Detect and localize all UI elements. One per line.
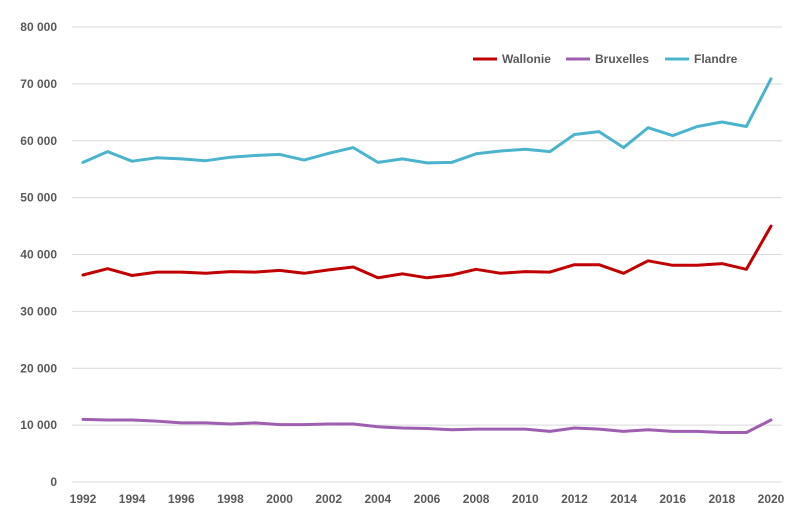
x-tick-label: 2020 (758, 492, 785, 506)
x-tick-label: 2010 (512, 492, 539, 506)
legend-label: Bruxelles (595, 52, 649, 66)
y-tick-label: 10 000 (20, 418, 57, 432)
x-tick-label: 2018 (709, 492, 736, 506)
legend-item-wallonie: Wallonie (473, 52, 551, 66)
x-axis: 1992 1994 1996 1998 2000 2002 2004 2006 2008 2010… (70, 492, 785, 506)
x-tick-label: 1992 (70, 492, 97, 506)
y-tick-label: 20 000 (20, 361, 57, 375)
x-tick-label: 1998 (217, 492, 244, 506)
legend: Wallonie Bruxelles Flandre (473, 52, 738, 66)
legend-item-flandre: Flandre (665, 52, 738, 66)
series-line-flandre (81, 77, 773, 165)
y-tick-label: 30 000 (20, 304, 57, 318)
x-tick-label: 1996 (168, 492, 195, 506)
y-tick-label: 0 (50, 475, 57, 489)
legend-label: Flandre (694, 52, 738, 66)
y-tick-label: 80 000 (20, 20, 57, 34)
x-tick-label: 2006 (414, 492, 441, 506)
y-tick-label: 70 000 (20, 77, 57, 91)
x-tick-label: 2016 (659, 492, 686, 506)
y-axis: 0 10 000 20 000 30 000 40 000 50 000 60 000 70 … (20, 20, 57, 489)
series-line-wallonie (81, 224, 773, 280)
x-tick-label: 2008 (463, 492, 490, 506)
x-tick-label: 2004 (365, 492, 392, 506)
x-tick-label: 2014 (610, 492, 637, 506)
x-tick-label: 1994 (119, 492, 146, 506)
x-tick-label: 2000 (266, 492, 293, 506)
y-tick-label: 60 000 (20, 134, 57, 148)
series-lines (81, 77, 773, 434)
series-line-bruxelles (81, 417, 773, 434)
y-tick-label: 50 000 (20, 191, 57, 205)
legend-item-bruxelles: Bruxelles (566, 52, 649, 66)
y-tick-label: 40 000 (20, 248, 57, 262)
gridlines (72, 26, 782, 483)
x-tick-label: 2002 (315, 492, 342, 506)
x-tick-label: 2012 (561, 492, 588, 506)
legend-label: Wallonie (502, 52, 551, 66)
